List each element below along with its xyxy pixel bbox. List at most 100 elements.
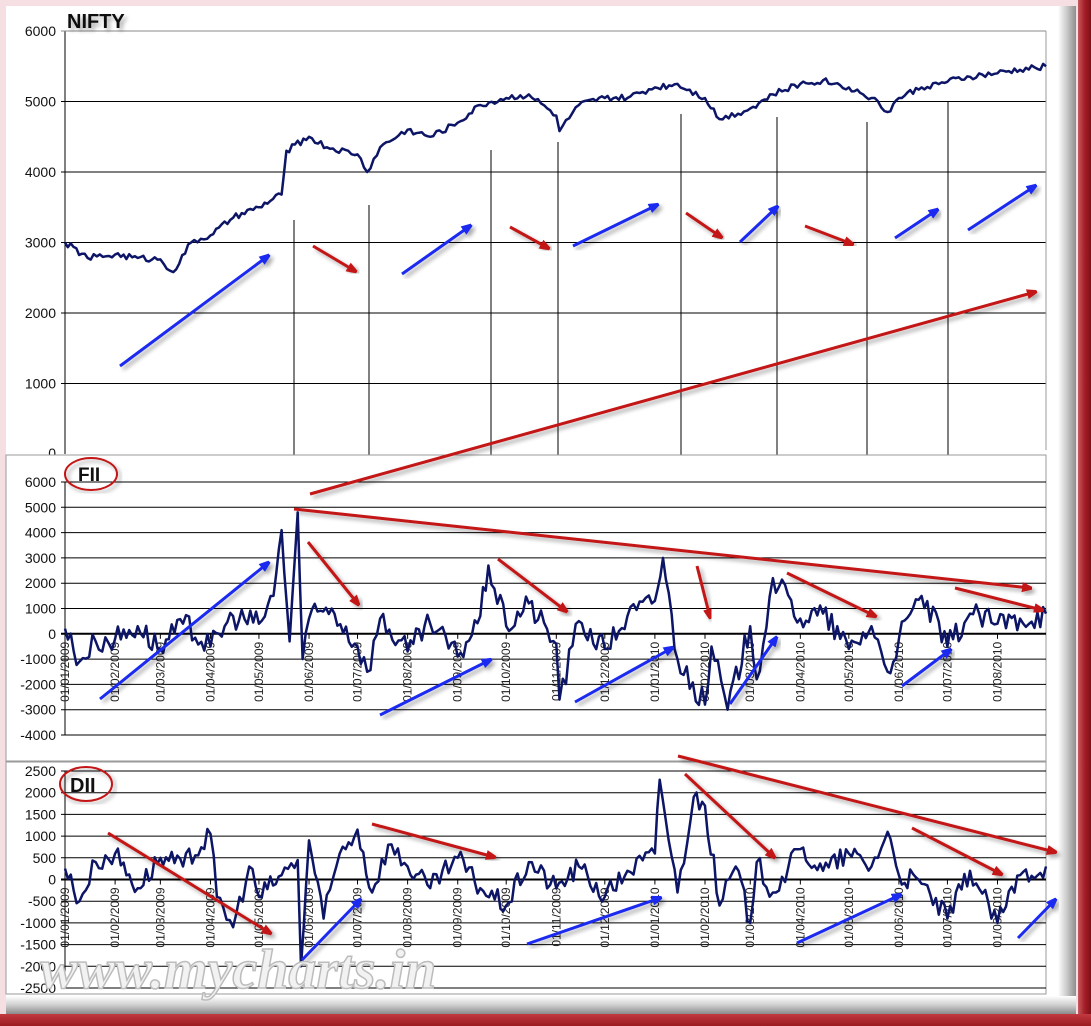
up-trend-arrow — [738, 207, 777, 244]
x-tick-label: 01/04/2010 — [793, 887, 807, 947]
y-tick-label: 6000 — [25, 474, 56, 490]
watermark-text: www.mycharts.in — [40, 939, 436, 1001]
y-tick-label: 2000 — [25, 785, 56, 801]
x-tick-label: 01/08/2009 — [401, 887, 415, 947]
up-trend-arrow — [796, 895, 900, 945]
x-tick-label: 01/04/2010 — [793, 641, 807, 701]
nifty-gridlines — [61, 30, 1047, 454]
x-tick-label: 01/10/2009 — [499, 887, 513, 947]
dii-panel-bg — [5, 761, 1047, 995]
fii-panel: 6000 5000 4000 3000 2000 1000 0 -1000 -2000 -3000… — [5, 454, 1048, 762]
y-tick-label: -2500 — [20, 980, 56, 996]
x-tick-label: 01/10/2009 — [499, 641, 513, 701]
y-tick-label: 4000 — [25, 525, 56, 541]
down-trend-arrow — [107, 831, 270, 933]
x-tick-label: 01/11/2009 — [549, 887, 563, 946]
down-trend-arrow — [804, 224, 852, 244]
y-tick-label: 1000 — [25, 376, 56, 392]
up-trend-arrow — [967, 186, 1035, 232]
y-tick-label: -500 — [28, 893, 56, 909]
y-tick-label: 5000 — [25, 94, 56, 110]
x-tick-label: 01/07/2009 — [351, 641, 365, 701]
y-tick-label: 6000 — [25, 23, 56, 39]
dii-panel: 2500 2000 1500 1000 500 0 -500 -1000 -1500 -2000 -… — [5, 754, 1055, 1002]
fii-x-axis: 01/01/2009 01/02/2009 01/03/2009 01/04/2009… — [58, 633, 1005, 702]
down-trend-arrow — [954, 586, 1042, 610]
up-trend-arrow — [526, 898, 660, 946]
y-tick-label: 0 — [48, 445, 56, 461]
fii-trend-arrows — [99, 507, 1042, 717]
long-down-trend-arrow — [677, 754, 1055, 852]
dii-y-axis: 2500 2000 1500 1000 500 0 -500 -1000 -1500 -2000 -… — [20, 763, 56, 996]
up-trend-arrow — [572, 205, 657, 248]
x-tick-label: 01/01/2010 — [648, 887, 662, 947]
x-tick-label: 01/02/2010 — [698, 887, 712, 947]
up-trend-arrow — [1016, 900, 1055, 940]
y-tick-label: 2500 — [25, 763, 56, 779]
down-trend-arrow — [371, 822, 494, 857]
y-tick-label: -1000 — [20, 651, 56, 667]
y-tick-label: -4000 — [20, 727, 56, 743]
long-down-trend-arrow — [293, 507, 1030, 588]
nifty-y-axis: 6000 5000 4000 3000 2000 1000 0 — [25, 23, 56, 461]
down-trend-arrow — [695, 565, 710, 617]
x-tick-label: 01/05/2009 — [252, 641, 266, 701]
up-trend-arrow — [894, 210, 937, 240]
x-tick-label: 01/06/2009 — [302, 641, 316, 701]
nifty-title: NIFTY — [67, 11, 125, 33]
up-trend-arrow — [574, 648, 672, 704]
down-trend-arrow — [509, 225, 548, 248]
y-tick-label: 3000 — [25, 550, 56, 566]
x-tick-label: 01/04/2009 — [203, 641, 217, 701]
x-tick-label: 01/08/2009 — [401, 641, 415, 701]
dii-title-circle — [59, 766, 113, 802]
fii-title-circle — [64, 457, 118, 491]
down-trend-arrow — [312, 244, 355, 271]
y-tick-label: 1000 — [25, 601, 56, 617]
y-tick-label: -3000 — [20, 702, 56, 718]
x-tick-label: 01/01/2009 — [58, 887, 72, 947]
y-tick-label: 3000 — [25, 235, 56, 251]
nifty-vertical-dividers — [293, 102, 949, 505]
x-tick-label: 01/01/2009 — [58, 641, 72, 701]
y-tick-label: -2000 — [20, 676, 56, 692]
cross-panel-arrows — [309, 292, 1035, 496]
x-tick-label: 01/03/2009 — [153, 887, 167, 947]
up-trend-arrow — [300, 900, 360, 962]
down-trend-arrow — [685, 211, 721, 237]
x-tick-label: 01/05/2010 — [842, 641, 856, 701]
y-tick-label: 2000 — [25, 305, 56, 321]
up-trend-arrow — [901, 650, 950, 688]
dii-trend-arrows — [107, 754, 1055, 962]
fii-gridlines — [61, 481, 1046, 736]
y-tick-label: 1000 — [25, 828, 56, 844]
up-trend-arrow — [728, 638, 776, 705]
nifty-panel: 6000 5000 4000 3000 2000 1000 0 NIFTY — [6, 10, 1058, 505]
long-up-trend-arrow-red — [309, 292, 1035, 496]
up-trend-arrow — [379, 660, 490, 717]
down-trend-arrow — [306, 541, 358, 604]
x-tick-label: 01/08/2010 — [991, 641, 1005, 701]
y-tick-label: 500 — [33, 850, 57, 866]
dii-title: DII — [70, 775, 96, 797]
frame-bevel-bottom — [6, 996, 1076, 1014]
frame-border-right — [1078, 0, 1091, 1026]
x-tick-label: 01/02/2009 — [108, 887, 122, 947]
fii-y-axis: 6000 5000 4000 3000 2000 1000 0 -1000 -2000 -3000… — [20, 474, 56, 743]
y-tick-label: 4000 — [25, 164, 56, 180]
up-trend-arrow — [119, 256, 268, 368]
nifty-panel-bg — [6, 10, 1058, 454]
dii-series-line — [63, 778, 1048, 968]
x-tick-label: 01/04/2009 — [203, 887, 217, 947]
y-tick-label: 1500 — [25, 806, 56, 822]
y-tick-label: 0 — [48, 626, 56, 642]
y-tick-label: -1000 — [20, 915, 56, 931]
x-tick-label: 01/02/2009 — [108, 641, 122, 701]
nifty-series-line — [63, 62, 1047, 274]
y-tick-label: 5000 — [25, 499, 56, 515]
fii-series-line — [63, 511, 1048, 711]
fii-title: FII — [78, 465, 100, 486]
nifty-trend-arrows — [119, 186, 1035, 368]
x-tick-label: 01/09/2009 — [451, 887, 465, 947]
